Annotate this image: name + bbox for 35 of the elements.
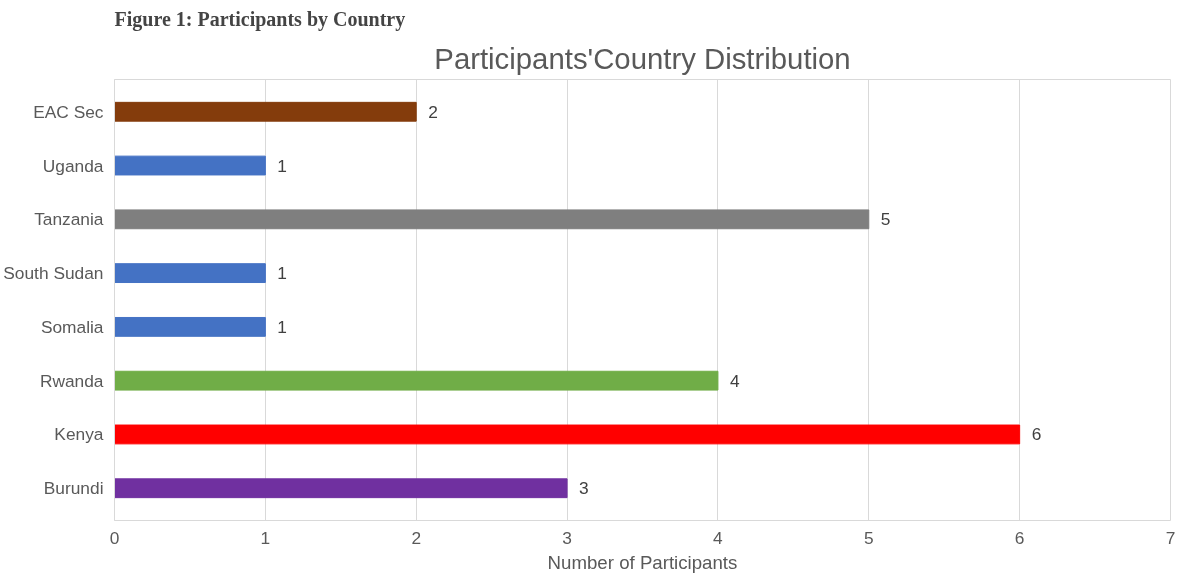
caption: Figure 1: Participants by Country bbox=[114, 7, 406, 31]
bar bbox=[114, 101, 417, 122]
x-tick-label: 4 bbox=[713, 527, 724, 548]
data-label: 1 bbox=[277, 316, 287, 337]
y-tick-label: Kenya bbox=[54, 424, 104, 445]
bar bbox=[114, 316, 266, 337]
bar bbox=[114, 478, 568, 499]
x-tick-label: 1 bbox=[260, 527, 271, 548]
bar bbox=[114, 209, 870, 230]
bar bbox=[114, 424, 1021, 445]
x-tick-label: 3 bbox=[562, 527, 572, 548]
data-label: 3 bbox=[579, 478, 589, 499]
y-tick-label: South Sudan bbox=[3, 263, 104, 284]
x-axis-title: Number of Participants bbox=[547, 551, 738, 573]
y-tick-label: Somalia bbox=[40, 316, 104, 337]
y-tick-label: Tanzania bbox=[34, 209, 104, 230]
bar bbox=[114, 263, 266, 284]
data-label: 1 bbox=[277, 263, 287, 284]
chart-title: Participants'Country Distribution bbox=[434, 41, 851, 75]
bar bbox=[114, 155, 266, 176]
x-tick-label: 5 bbox=[863, 527, 874, 548]
bar bbox=[114, 370, 719, 391]
y-tick-label: Rwanda bbox=[39, 370, 104, 391]
data-label: 6 bbox=[1031, 424, 1042, 445]
x-tick-label: 2 bbox=[411, 527, 422, 548]
y-tick-label: Uganda bbox=[42, 155, 104, 176]
x-tick-label: 6 bbox=[1014, 527, 1025, 548]
data-label: 4 bbox=[729, 370, 740, 391]
x-tick-label: 0 bbox=[109, 527, 120, 548]
y-tick-label: Burundi bbox=[43, 478, 104, 499]
y-tick-label: EAC Sec bbox=[33, 101, 104, 122]
data-label: 1 bbox=[277, 155, 287, 176]
data-label: 2 bbox=[428, 101, 438, 122]
x-tick-label: 7 bbox=[1165, 527, 1176, 548]
data-label: 5 bbox=[880, 209, 891, 230]
